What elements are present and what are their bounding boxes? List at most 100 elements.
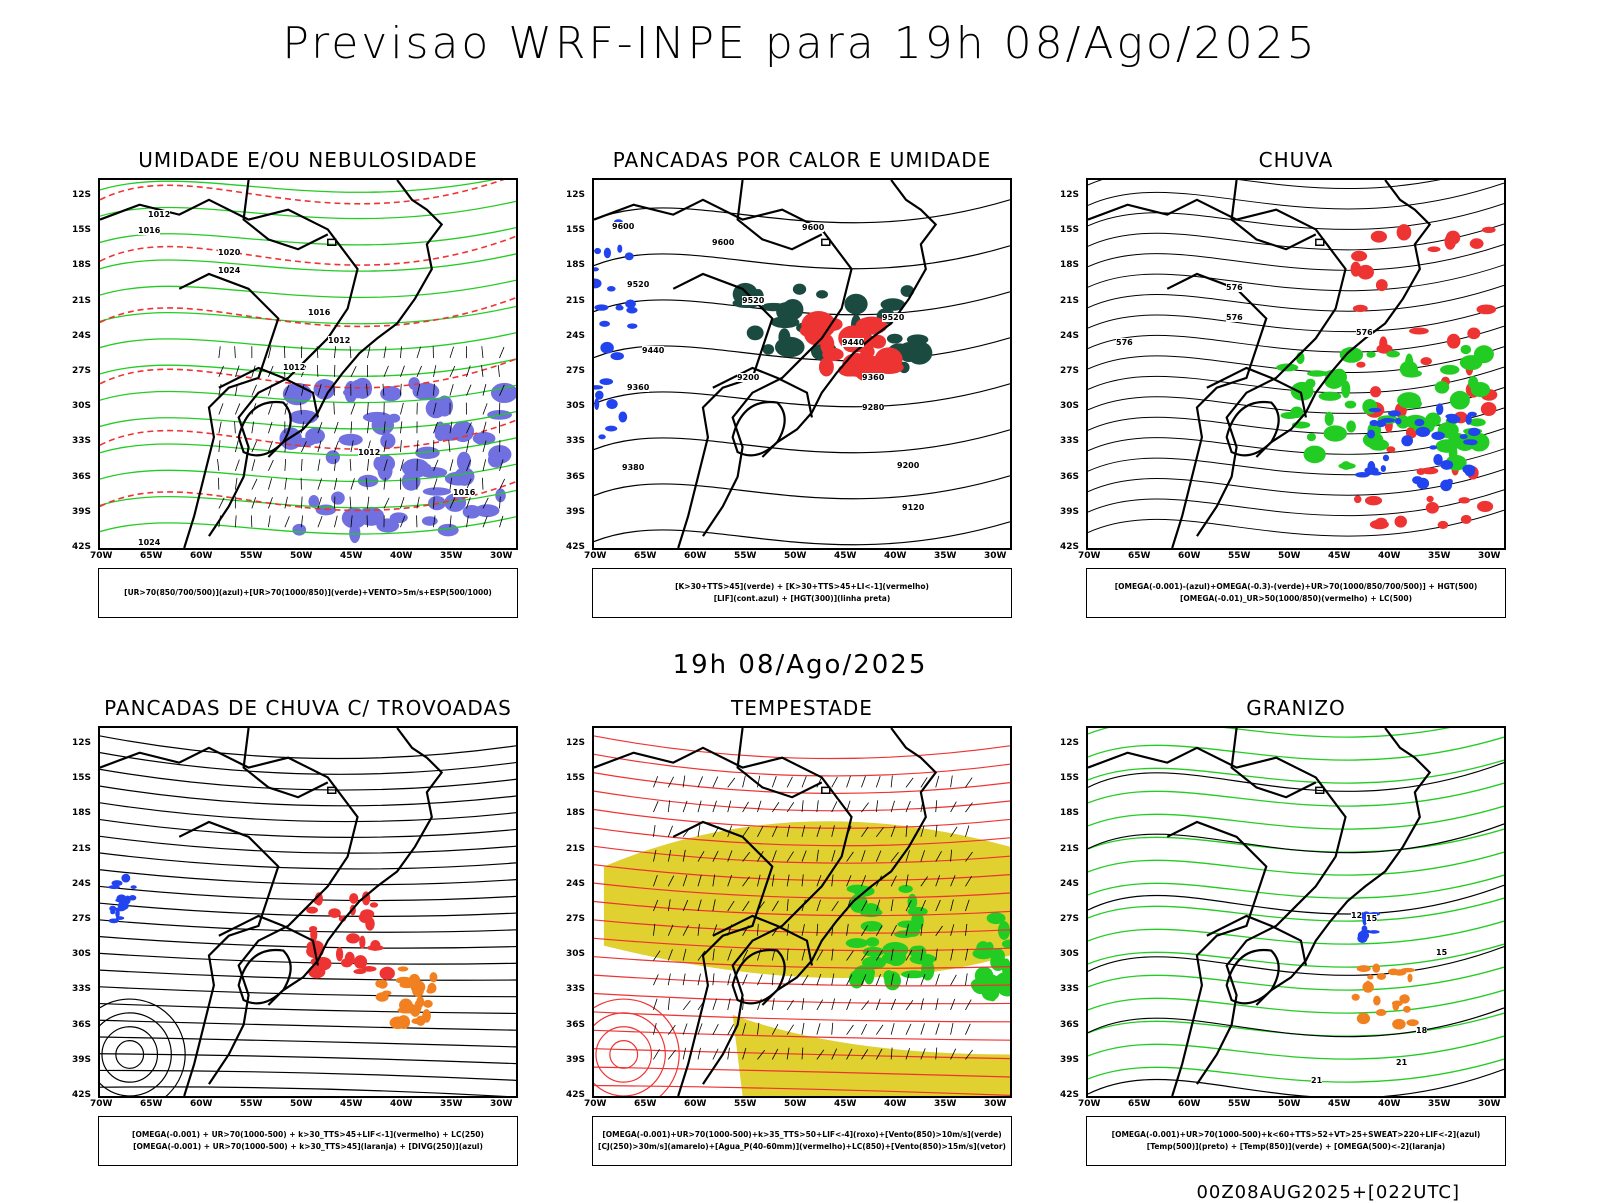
contour-label: 9120	[902, 503, 924, 512]
longitude-label: 45W	[340, 1099, 362, 1109]
longitude-label: 70W	[90, 1099, 112, 1109]
contour-label: 21	[1311, 1076, 1322, 1085]
latitude-label: 42S	[1060, 1090, 1079, 1100]
latitude-label: 42S	[72, 1090, 91, 1100]
contour-label: 1016	[308, 308, 330, 317]
latitude-label: 18S	[566, 808, 585, 818]
contour-label: 9600	[802, 223, 824, 232]
latitude-label: 18S	[1060, 808, 1079, 818]
longitude-label: 50W	[290, 551, 312, 561]
contour-label: 21	[1396, 1058, 1407, 1067]
contour-label: 576	[1116, 338, 1133, 347]
panel-legend: [OMEGA(-0.001) + UR>70(1000-500) + k>30_…	[98, 1116, 518, 1166]
latitude-label: 27S	[72, 366, 91, 376]
panel-title: PANCADAS DE CHUVA C/ TROVOADAS	[98, 696, 518, 720]
latitude-label: 33S	[1060, 984, 1079, 994]
longitude-label: 30W	[1478, 1099, 1500, 1109]
latitude-label: 42S	[1060, 542, 1079, 552]
latitude-label: 12S	[1060, 738, 1079, 748]
panel-legend: [K>30+TTS>45](verde) + [K>30+TTS>45+LI<-…	[592, 568, 1012, 618]
legend-line: [OMEGA(-0.001) + UR>70(1000-500) + k>30_…	[133, 1141, 483, 1153]
latitude-label: 39S	[72, 1055, 91, 1065]
forecast-time-title: 19h 08/Ago/2025	[0, 650, 1600, 680]
contour-label: 15	[1436, 948, 1447, 957]
longitude-label: 70W	[584, 1099, 606, 1109]
contour-label: 12	[1351, 911, 1362, 920]
longitude-label: 40W	[884, 551, 906, 561]
latitude-label: 36S	[72, 472, 91, 482]
latitude-label: 24S	[566, 331, 585, 341]
latitude-label: 36S	[566, 1020, 585, 1030]
latitude-label: 27S	[566, 914, 585, 924]
longitude-label: 65W	[140, 1099, 162, 1109]
contour-label: 9520	[882, 313, 904, 322]
contour-label: 1016	[453, 488, 475, 497]
contour-label: 1016	[138, 226, 160, 235]
map-graphic	[1088, 180, 1504, 548]
latitude-label: 39S	[566, 507, 585, 517]
legend-line: [OMEGA(-0.001)-(azul)+OMEGA(-0.3)-(verde…	[1115, 581, 1478, 593]
latitude-label: 36S	[1060, 1020, 1079, 1030]
latitude-label: 21S	[1060, 844, 1079, 854]
panel-title: UMIDADE E/OU NEBULOSIDADE	[98, 148, 518, 172]
contour-label: 1012	[358, 448, 380, 457]
forecast-map	[98, 726, 518, 1098]
latitude-label: 21S	[566, 296, 585, 306]
contour-label: 18	[1416, 1026, 1427, 1035]
longitude-label: 50W	[784, 551, 806, 561]
latitude-label: 24S	[1060, 331, 1079, 341]
latitude-label: 15S	[72, 773, 91, 783]
contour-label: 9360	[627, 383, 649, 392]
latitude-label: 30S	[1060, 401, 1079, 411]
latitude-label: 24S	[1060, 879, 1079, 889]
longitude-label: 30W	[1478, 551, 1500, 561]
legend-line: [OMEGA(-0.001) + UR>70(1000-500) + k>30_…	[132, 1129, 484, 1141]
longitude-label: 60W	[684, 1099, 706, 1109]
longitude-label: 35W	[934, 1099, 956, 1109]
longitude-label: 65W	[634, 551, 656, 561]
latitude-label: 18S	[72, 260, 91, 270]
panel-legend: [OMEGA(-0.001)+UR>70(1000-500)+k>35_TTS>…	[592, 1116, 1012, 1166]
forecast-map	[592, 726, 1012, 1098]
longitude-label: 45W	[834, 551, 856, 561]
latitude-label: 30S	[72, 949, 91, 959]
latitude-label: 15S	[1060, 773, 1079, 783]
latitude-label: 30S	[566, 401, 585, 411]
latitude-label: 27S	[72, 914, 91, 924]
longitude-label: 70W	[1078, 1099, 1100, 1109]
latitude-label: 36S	[72, 1020, 91, 1030]
longitude-label: 60W	[684, 551, 706, 561]
longitude-label: 50W	[1278, 551, 1300, 561]
latitude-label: 39S	[72, 507, 91, 517]
longitude-label: 60W	[1178, 1099, 1200, 1109]
legend-line: [OMEGA(-0.01)_UR>50(1000/850)(vermelho) …	[1180, 593, 1412, 605]
legend-line: [UR>70(850/700/500)](azul)+[UR>70(1000/8…	[124, 587, 492, 599]
contour-label: 9280	[862, 403, 884, 412]
longitude-label: 35W	[934, 551, 956, 561]
latitude-label: 15S	[72, 225, 91, 235]
forecast-map	[1086, 178, 1506, 550]
latitude-label: 21S	[566, 844, 585, 854]
longitude-label: 55W	[240, 1099, 262, 1109]
latitude-label: 15S	[566, 225, 585, 235]
latitude-label: 15S	[1060, 225, 1079, 235]
legend-line: [CJ(250)>30m/s](amarelo)+[Agua_P(40-60mm…	[598, 1141, 1006, 1153]
longitude-label: 35W	[1428, 1099, 1450, 1109]
longitude-label: 55W	[734, 551, 756, 561]
latitude-label: 30S	[566, 949, 585, 959]
latitude-label: 42S	[72, 542, 91, 552]
legend-line: [Temp(500)](preto) + [Temp(850)](verde) …	[1147, 1141, 1445, 1153]
latitude-label: 18S	[72, 808, 91, 818]
longitude-label: 70W	[584, 551, 606, 561]
longitude-label: 35W	[1428, 551, 1450, 561]
panel-title: PANCADAS POR CALOR E UMIDADE	[592, 148, 1012, 172]
contour-label: 15	[1366, 914, 1377, 923]
longitude-label: 45W	[1328, 551, 1350, 561]
contour-label: 9520	[742, 296, 764, 305]
contour-label: 1024	[218, 266, 240, 275]
latitude-label: 24S	[72, 331, 91, 341]
latitude-label: 12S	[72, 738, 91, 748]
latitude-label: 18S	[1060, 260, 1079, 270]
contour-label: 9380	[622, 463, 644, 472]
latitude-label: 24S	[72, 879, 91, 889]
